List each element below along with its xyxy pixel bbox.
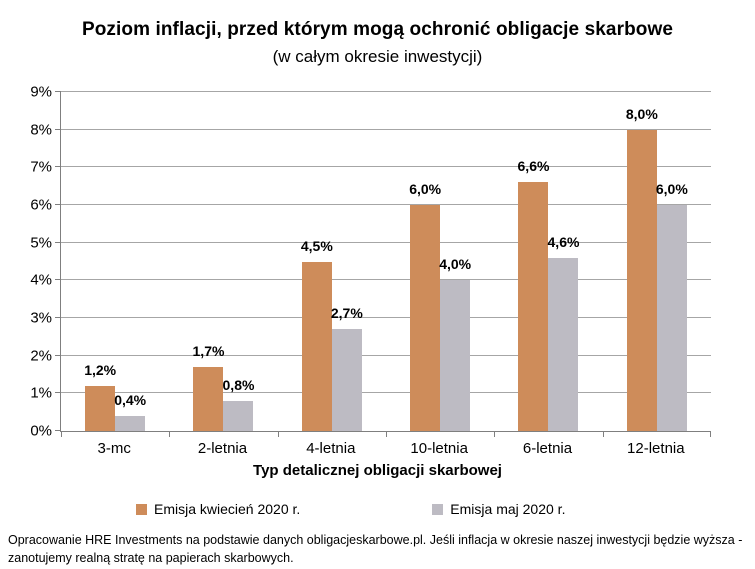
y-axis-tick-label: 6% [30,196,52,214]
bar-value-label: 6,0% [655,181,688,197]
bar-value-label: 6,6% [517,158,550,175]
source-note: Opracowanie HRE Investments na podstawie… [8,533,743,566]
bar-value-label: 2,7% [330,305,363,322]
bar: 8,0% [626,106,658,431]
bar: 1,7% [193,343,224,431]
legend-swatch [136,503,147,515]
y-axis-tick [55,279,61,281]
bar: 6,6% [518,158,549,431]
x-axis-tick [494,431,496,437]
legend: Emisja kwiecień 2020 r. Emisja maj 2020 r… [136,501,565,517]
bar-value-label: 4,0% [439,256,472,273]
x-axis-tick-labels: 3-mc 2-letnia 4-letnia 10-letnia 6-letnia 12-… [60,440,710,458]
bar-value-label: 0,8% [222,376,255,393]
bar-value-label: 0,4% [114,391,147,408]
y-axis-tick [55,392,61,394]
y-axis-tick-label: 4% [30,271,52,289]
y-axis-tick [55,91,61,92]
x-axis-tick [61,431,62,437]
bar-value-label: 1,2% [84,361,117,378]
bar-value-label: 1,7% [192,342,225,359]
bar: 6,0% [409,181,441,431]
plot-area: 0% 1% 2% 3% 4% 5% 6% 7% 8% 9% 1,2% 0,4% 1,7% 0,8% 4,5%… [30,85,711,439]
y-axis-tick [55,241,61,243]
bar: 0,8% [223,377,254,431]
y-axis-tick-label: 9% [30,83,52,101]
bar: 6,0% [656,181,688,431]
x-axis-tick [710,431,711,437]
x-axis-tick-label: 12-letnia [627,440,685,457]
legend-swatch [432,503,444,515]
bar: 4,5% [301,238,333,431]
bar-group-12-letnia: 8,0% 6,0% [603,92,711,431]
x-axis-tick [602,431,604,437]
bar-group-3-mc: 1,2% 0,4% [61,92,169,431]
y-axis-tick [55,204,61,205]
y-axis-tick-label: 3% [30,309,52,327]
gridline [61,354,711,356]
x-axis-tick-label: 10-letnia [410,440,468,457]
x-axis-tick [386,431,387,437]
bar: 2,7% [331,305,363,431]
legend-item: Emisja maj 2020 r. [432,501,565,517]
y-axis-tick-label: 5% [30,234,52,252]
gridline [61,241,711,243]
y-axis-tick [55,166,61,168]
legend-label: Emisja kwiecień 2020 r. [154,501,301,517]
bar: 4,0% [439,256,471,431]
y-axis-tick [55,317,61,318]
bar-group-4-letnia: 4,5% 2,7% [278,92,386,431]
gridline [61,91,711,92]
gridline [61,392,711,394]
bar-value-label: 4,5% [300,237,333,254]
y-axis-tick-label: 1% [30,384,52,402]
bar: 4,6% [548,234,579,431]
y-axis-tick-label: 0% [30,422,52,440]
x-axis-tick [169,431,171,437]
y-axis-tick [55,430,61,431]
gridline [61,204,711,205]
bar-group-10-letnia: 6,0% 4,0% [386,92,494,431]
x-axis-title: Typ detalicznej obligacji skarbowej [253,462,502,479]
bar-group-2-letnia: 1,7% 0,8% [169,92,277,431]
x-axis-tick-label: 2-letnia [197,440,248,457]
x-axis-tick-label: 4-letnia [306,440,356,457]
gridline [61,166,711,168]
legend-item: Emisja kwiecień 2020 r. [136,501,300,517]
bar: 0,4% [114,392,146,431]
gridline [61,317,711,318]
legend-label: Emisja maj 2020 r. [450,501,566,517]
x-axis-tick-label: 3-mc [97,440,131,457]
bar-value-label: 8,0% [625,105,658,122]
x-axis-tick-label: 6-letnia [522,440,573,457]
gridline [61,279,711,281]
bar-group-6-letnia: 6,6% 4,6% [494,92,602,431]
bar-value-label: 6,0% [409,181,442,197]
bar: 1,2% [84,362,116,431]
bar-value-label: 4,6% [547,233,580,250]
y-axis-tick-label: 8% [30,121,52,139]
y-axis-tick [55,354,61,356]
chart-subtitle: (w całym okresie inwestycji) [272,47,483,66]
y-axis-tick-label: 2% [30,347,52,365]
chart-title: Poziom inflacji, przed którym mogą ochro… [81,19,674,40]
y-axis-tick-label: 7% [30,158,52,176]
gridline [61,128,711,130]
x-axis-tick [277,431,279,437]
y-axis-tick [55,128,61,130]
